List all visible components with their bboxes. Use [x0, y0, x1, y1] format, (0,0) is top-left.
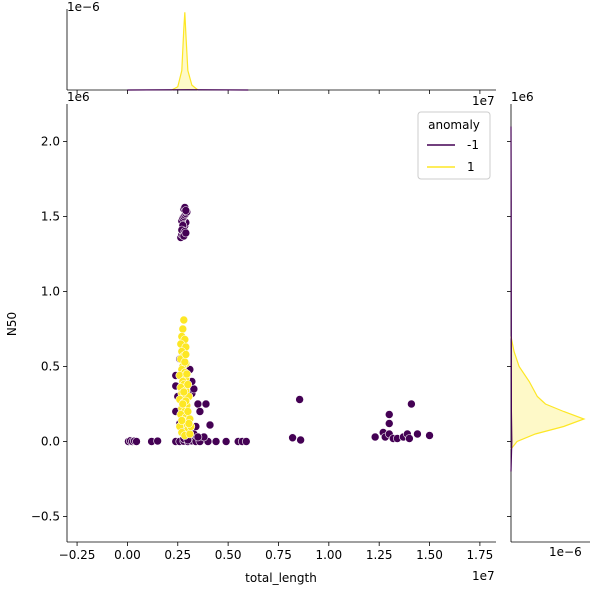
legend-title: anomaly [428, 118, 480, 132]
x-tick-label: −0.25 [59, 548, 96, 562]
point-anomaly-neg1 [413, 429, 422, 439]
y-tick-label: −0.5 [31, 510, 60, 524]
right-marginal-y-offset-label: 1e6 [511, 90, 534, 104]
point-anomaly-1 [179, 387, 189, 397]
y-tick-label: 1.0 [41, 285, 60, 299]
legend-label-1: 1 [467, 160, 475, 174]
right-density-line-1 [510, 336, 586, 450]
point-anomaly-neg1 [370, 432, 380, 442]
top-marginal-offset-label: 1e−6 [67, 0, 100, 14]
point-anomaly-neg1 [425, 431, 434, 440]
x-tick-label: 1.50 [416, 548, 443, 562]
point-anomaly-neg1 [153, 436, 162, 446]
point-anomaly-neg1 [288, 433, 297, 443]
x-tick-label: 0.00 [114, 548, 141, 562]
point-anomaly-neg1 [407, 399, 416, 409]
right-marginal-offset-label: 1e−6 [549, 545, 582, 559]
point-anomaly-neg1 [205, 420, 215, 430]
x-axis-label: total_length [245, 571, 317, 585]
point-anomaly-neg1 [384, 410, 394, 419]
point-anomaly-neg1 [181, 206, 191, 215]
point-anomaly-neg1 [193, 432, 203, 442]
y-axis-label: N50 [5, 312, 19, 336]
x-tick-label: 0.75 [265, 548, 292, 562]
point-anomaly-1 [179, 315, 189, 325]
point-anomaly-neg1 [405, 434, 414, 443]
right-density-fill-1 [511, 336, 584, 449]
point-anomaly-neg1 [295, 395, 304, 404]
point-anomaly-neg1 [241, 437, 251, 446]
legend-label-neg1: -1 [467, 138, 479, 152]
point-anomaly-1 [180, 357, 190, 367]
point-anomaly-1 [183, 380, 193, 389]
top-marginal-axes [66, 9, 496, 94]
y-offset-label: 1e6 [67, 90, 90, 104]
right-marginal-axes [507, 104, 590, 543]
x-tick-label: 1.25 [366, 548, 393, 562]
top-density-fill-1 [171, 12, 198, 91]
point-anomaly-neg1 [195, 407, 205, 416]
point-anomaly-neg1 [193, 399, 203, 409]
y-tick-label: 0.0 [41, 435, 60, 449]
point-anomaly-neg1 [221, 437, 231, 446]
point-anomaly-1 [182, 369, 192, 379]
point-anomaly-1 [183, 407, 193, 416]
point-anomaly-neg1 [132, 437, 141, 446]
x-tick-label: 0.25 [164, 548, 191, 562]
point-anomaly-neg1 [201, 399, 211, 409]
x-tick-label: 1.00 [315, 548, 342, 562]
point-anomaly-neg1 [181, 228, 191, 238]
point-anomaly-1 [178, 399, 188, 409]
x-offset-label: 1e7 [472, 569, 495, 583]
point-anomaly-1 [178, 324, 188, 334]
main-scatter-axes: −0.25 0.00 0.25 0.50 0.75 1.00 1.25 1.50 1.75 −0.… [31, 104, 496, 562]
y-tick-label: 0.5 [41, 360, 60, 374]
x-tick-label: 0.50 [215, 548, 242, 562]
point-anomaly-1 [185, 429, 195, 439]
y-tick-label: 2.0 [41, 135, 60, 149]
point-anomaly-1 [181, 350, 191, 359]
right-density-line-neg1 [510, 126, 513, 472]
point-anomaly-neg1 [296, 435, 305, 445]
point-anomaly-1 [177, 416, 187, 425]
top-marginal-x-offset-label: 1e7 [472, 94, 495, 108]
top-density-line-1 [171, 12, 199, 91]
point-anomaly-neg1 [211, 437, 221, 446]
x-tick-label: 1.75 [467, 548, 494, 562]
legend: anomaly -1 1 [417, 111, 491, 180]
y-tick-label: 1.5 [41, 210, 60, 224]
point-anomaly-neg1 [384, 419, 394, 428]
